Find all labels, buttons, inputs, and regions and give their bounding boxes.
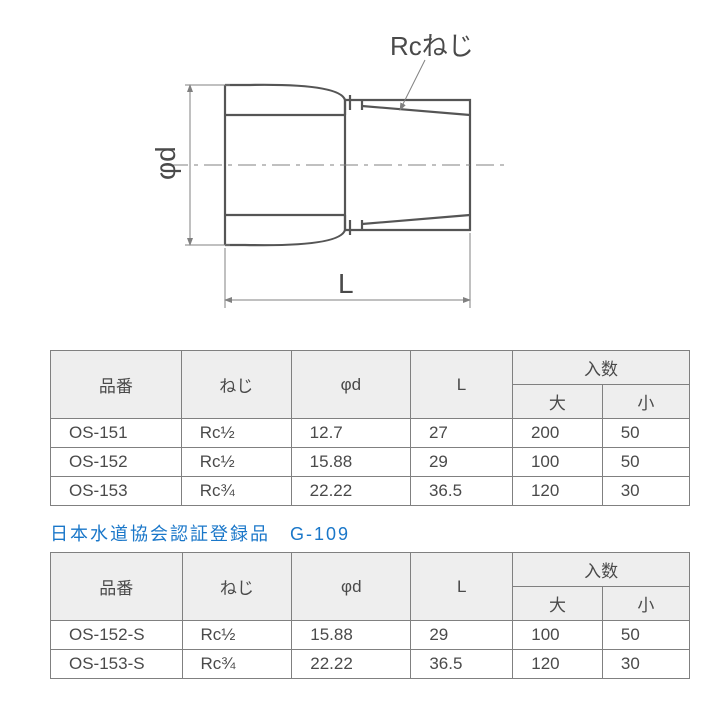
table-row: OS-153-S Rc¾ 22.22 36.5 120 30 bbox=[51, 650, 690, 679]
th-part: 品番 bbox=[51, 553, 183, 621]
th-qty-small: 小 bbox=[602, 385, 689, 419]
th-thread: ねじ bbox=[181, 351, 291, 419]
technical-drawing: Rcねじ φd L bbox=[90, 20, 550, 330]
th-qty-small: 小 bbox=[602, 587, 689, 621]
table-row: OS-153 Rc¾ 22.22 36.5 120 30 bbox=[51, 477, 690, 506]
th-qty: 入数 bbox=[512, 351, 689, 385]
table-row: OS-152-S Rc½ 15.88 29 100 50 bbox=[51, 621, 690, 650]
spec-table-2: 品番 ねじ φd L 入数 大 小 OS-152-S Rc½ 15.88 29 … bbox=[50, 552, 690, 679]
th-l: L bbox=[410, 351, 512, 419]
rc-thread-label: Rcねじ bbox=[390, 31, 474, 61]
th-phid: φd bbox=[292, 553, 411, 621]
th-thread: ねじ bbox=[182, 553, 292, 621]
th-part: 品番 bbox=[51, 351, 182, 419]
th-qty: 入数 bbox=[513, 553, 690, 587]
th-phid: φd bbox=[291, 351, 410, 419]
certification-note: 日本水道協会認証登録品 G-109 bbox=[50, 520, 700, 546]
th-qty-big: 大 bbox=[512, 385, 602, 419]
table-row: OS-151 Rc½ 12.7 27 200 50 bbox=[51, 419, 690, 448]
spec-table-1: 品番 ねじ φd L 入数 大 小 OS-151 Rc½ 12.7 27 200… bbox=[50, 350, 690, 506]
th-qty-big: 大 bbox=[513, 587, 603, 621]
l-label: L bbox=[338, 268, 354, 299]
rc-leader bbox=[400, 60, 425, 110]
table-row: OS-152 Rc½ 15.88 29 100 50 bbox=[51, 448, 690, 477]
th-l: L bbox=[411, 553, 513, 621]
phid-label: φd bbox=[150, 146, 181, 180]
